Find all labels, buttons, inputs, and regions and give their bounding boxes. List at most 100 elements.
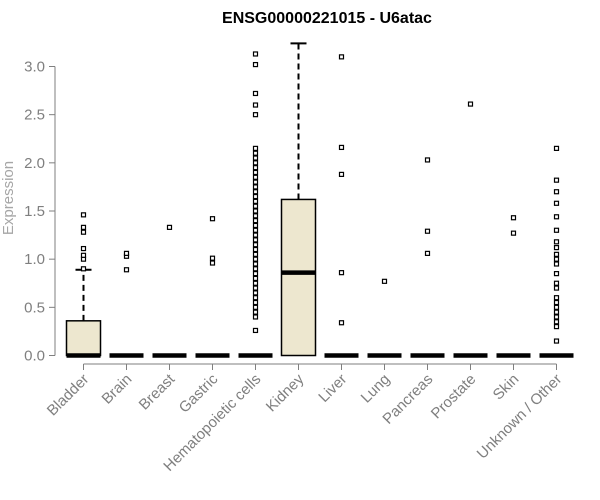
outlier-point (252, 280, 259, 286)
outlier-point (252, 227, 259, 233)
outlier-point (252, 90, 259, 97)
outlier-point (252, 174, 259, 180)
y-axis-label: Expression (0, 161, 17, 235)
outlier-point (252, 203, 259, 209)
outlier-point (424, 157, 431, 163)
box-group (324, 54, 359, 358)
outlier-point (252, 169, 259, 176)
outlier-point (209, 255, 216, 261)
y-tick-label: 1.0 (24, 251, 45, 268)
box-group (109, 250, 144, 358)
outlier-point (166, 224, 173, 230)
outlier-point (553, 145, 560, 151)
outlier-point (510, 230, 517, 236)
outlier-point (252, 51, 259, 57)
outlier-point (252, 112, 259, 118)
box-group (410, 157, 445, 358)
outlier-point (209, 216, 216, 222)
outlier-point (252, 198, 259, 204)
outlier-point (252, 155, 259, 161)
box-group (65, 212, 102, 358)
box-group (195, 216, 230, 358)
outlier-point (252, 256, 259, 262)
outlier-point (123, 267, 130, 273)
x-tick-label: Breast (136, 370, 179, 413)
outlier-point (252, 165, 259, 171)
y-tick-label: 2.0 (24, 155, 45, 172)
box-group (280, 42, 317, 357)
outlier-point (553, 314, 560, 320)
outlier-point (80, 245, 87, 252)
x-tick-label: Liver (315, 371, 350, 406)
outlier-point (553, 227, 560, 233)
box (65, 320, 102, 357)
y-tick-label: 1.5 (24, 203, 45, 220)
plot-area (65, 42, 574, 358)
outlier-point (553, 239, 560, 245)
y-tick-label: 0.0 (24, 348, 45, 365)
outlier-point (553, 285, 560, 291)
outlier-point (553, 271, 560, 277)
outlier-point (80, 266, 87, 272)
box-group (496, 215, 531, 358)
y-tick-label: 0.5 (24, 299, 45, 316)
x-tick-label: Brain (99, 371, 136, 408)
outlier-point (252, 309, 259, 315)
outlier-point (252, 179, 259, 185)
outlier-point (80, 212, 87, 218)
outlier-point (252, 242, 259, 248)
outlier-point (252, 208, 259, 214)
x-tick-label: Prostate (428, 371, 480, 423)
chart-title: ENSG00000221015 - U6atac (222, 10, 432, 27)
outlier-point (252, 314, 259, 320)
box-group (453, 101, 488, 358)
outlier-point (80, 252, 87, 258)
outlier-point (553, 295, 560, 301)
outlier-point (252, 285, 259, 291)
outlier-point (553, 304, 560, 310)
outlier-point (252, 145, 259, 151)
outlier-point (553, 299, 560, 306)
outlier-point (252, 327, 259, 334)
box (280, 198, 317, 357)
outlier-point (553, 319, 560, 325)
outlier-point (553, 251, 560, 257)
outlier-point (338, 320, 345, 326)
box-group (367, 278, 402, 358)
outlier-point (553, 338, 560, 344)
outlier-point (553, 256, 560, 262)
outlier-point (252, 275, 259, 282)
outlier-point (252, 295, 259, 301)
outlier-point (252, 160, 259, 166)
outlier-point (252, 299, 259, 306)
outlier-point (510, 215, 517, 221)
outlier-point (553, 280, 560, 286)
outlier-point (252, 290, 259, 296)
outlier-point (252, 237, 259, 243)
outlier-point (252, 61, 259, 68)
outlier-point (252, 304, 259, 310)
outlier-point (553, 245, 560, 251)
outlier-point (252, 189, 259, 195)
outlier-point (338, 270, 345, 276)
outlier-point (252, 266, 259, 272)
x-tick-label: Lung (358, 371, 394, 407)
outlier-point (553, 214, 560, 220)
outlier-point (123, 250, 130, 256)
outlier-point (80, 224, 87, 230)
outlier-point (252, 150, 259, 156)
box-group (539, 145, 574, 358)
y-tick-label: 3.0 (24, 59, 45, 76)
outlier-point (252, 102, 259, 108)
outlier-point (252, 261, 259, 267)
outlier-point (252, 251, 259, 257)
outlier-point (80, 229, 87, 235)
outlier-point (252, 271, 259, 277)
outlier-point (424, 250, 431, 256)
outlier-point (424, 228, 431, 234)
y-tick-label: 2.5 (24, 107, 45, 124)
outlier-point (252, 213, 259, 219)
outlier-point (209, 260, 216, 266)
outlier-point (553, 309, 560, 315)
